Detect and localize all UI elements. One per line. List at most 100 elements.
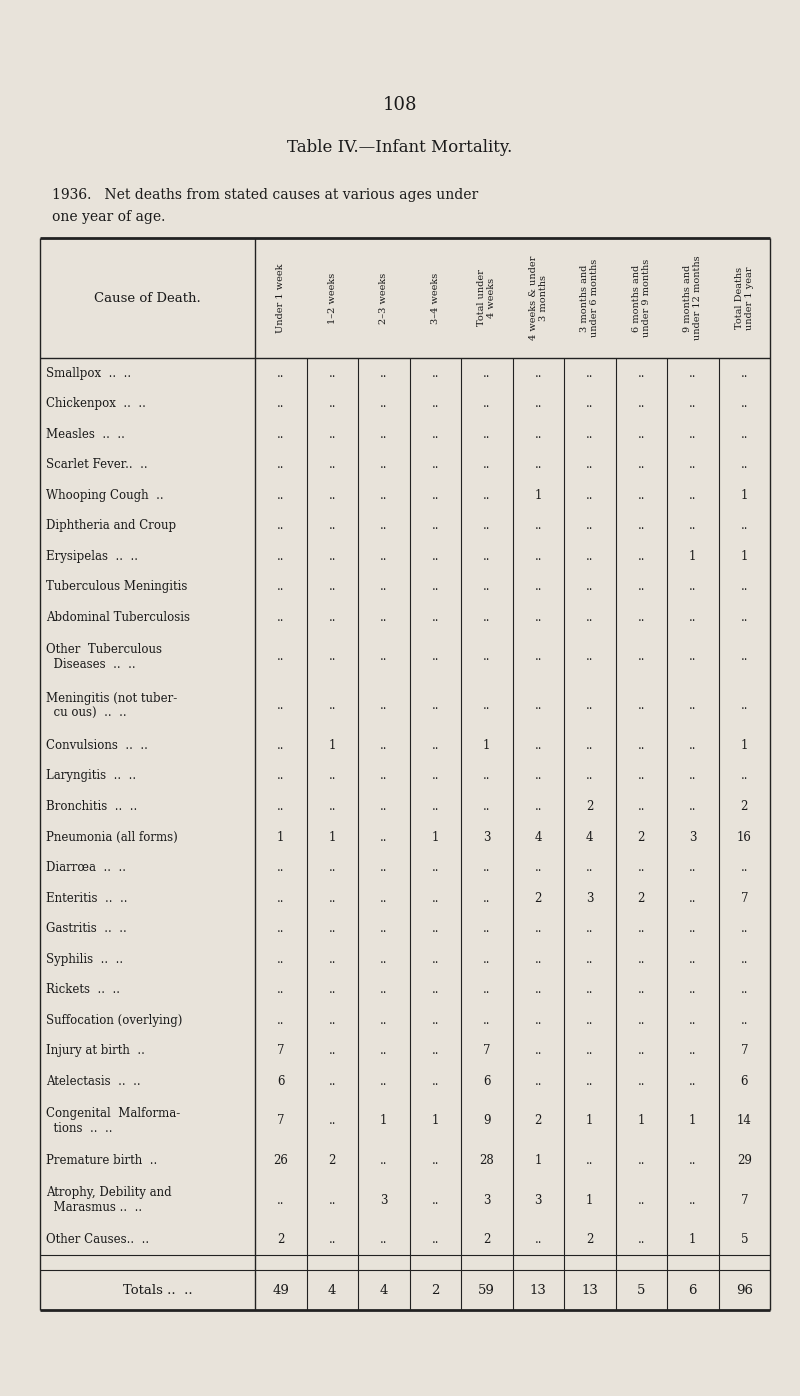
Text: ..: .. xyxy=(741,519,748,532)
Text: 59: 59 xyxy=(478,1283,495,1297)
Text: 2: 2 xyxy=(638,892,645,905)
Text: ..: .. xyxy=(483,861,490,874)
Text: 1: 1 xyxy=(586,1194,594,1206)
Text: 7: 7 xyxy=(741,1194,748,1206)
Text: 2: 2 xyxy=(638,831,645,843)
Text: ..: .. xyxy=(483,892,490,905)
Text: ..: .. xyxy=(638,427,645,441)
Text: 5: 5 xyxy=(637,1283,646,1297)
Text: ..: .. xyxy=(483,651,490,663)
Text: ..: .. xyxy=(638,398,645,410)
Text: ..: .. xyxy=(483,699,490,712)
Text: ..: .. xyxy=(534,427,542,441)
Text: ..: .. xyxy=(277,952,285,966)
Text: ..: .. xyxy=(431,769,439,783)
Text: Pneumonia (all forms): Pneumonia (all forms) xyxy=(46,831,178,843)
Text: ..: .. xyxy=(380,892,387,905)
Text: 2: 2 xyxy=(483,1233,490,1247)
Text: ..: .. xyxy=(534,921,542,935)
Text: ..: .. xyxy=(741,699,748,712)
Text: ..: .. xyxy=(380,1233,387,1247)
Text: Diseases  ..  ..: Diseases .. .. xyxy=(46,658,136,671)
Text: 1: 1 xyxy=(534,1154,542,1167)
Text: ..: .. xyxy=(431,398,439,410)
Text: 9: 9 xyxy=(483,1114,490,1127)
Text: ..: .. xyxy=(586,1013,594,1026)
Text: ..: .. xyxy=(638,611,645,624)
Text: ..: .. xyxy=(534,699,542,712)
Text: ..: .. xyxy=(277,892,285,905)
Text: ..: .. xyxy=(380,1075,387,1087)
Text: ..: .. xyxy=(741,769,748,783)
Text: ..: .. xyxy=(741,458,748,472)
Text: ..: .. xyxy=(329,699,336,712)
Text: ..: .. xyxy=(380,458,387,472)
Text: Premature birth  ..: Premature birth .. xyxy=(46,1154,158,1167)
Text: ..: .. xyxy=(638,1044,645,1057)
Text: ..: .. xyxy=(329,550,336,563)
Text: 1: 1 xyxy=(277,831,285,843)
Text: ..: .. xyxy=(483,1013,490,1026)
Text: ..: .. xyxy=(741,983,748,997)
Text: ..: .. xyxy=(431,458,439,472)
Text: 3–4 weeks: 3–4 weeks xyxy=(430,272,440,324)
Text: ..: .. xyxy=(689,699,697,712)
Text: ..: .. xyxy=(638,651,645,663)
Text: ..: .. xyxy=(329,1233,336,1247)
Text: ..: .. xyxy=(380,861,387,874)
Text: 13: 13 xyxy=(530,1283,546,1297)
Text: ..: .. xyxy=(380,489,387,501)
Text: ..: .. xyxy=(431,427,439,441)
Text: ..: .. xyxy=(741,398,748,410)
Text: ..: .. xyxy=(638,921,645,935)
Text: ..: .. xyxy=(638,861,645,874)
Text: Table IV.—Infant Mortality.: Table IV.—Infant Mortality. xyxy=(287,140,513,156)
Text: ..: .. xyxy=(534,769,542,783)
Text: 2: 2 xyxy=(329,1154,336,1167)
Text: ..: .. xyxy=(638,1194,645,1206)
Text: ..: .. xyxy=(638,769,645,783)
Text: ..: .. xyxy=(741,861,748,874)
Text: ..: .. xyxy=(431,699,439,712)
Text: ..: .. xyxy=(586,489,594,501)
Text: Scarlet Fever..  ..: Scarlet Fever.. .. xyxy=(46,458,148,472)
Text: Other  Tuberculous: Other Tuberculous xyxy=(46,644,162,656)
Text: ..: .. xyxy=(329,427,336,441)
Text: ..: .. xyxy=(380,611,387,624)
Text: ..: .. xyxy=(534,651,542,663)
Text: ..: .. xyxy=(277,921,285,935)
Text: ..: .. xyxy=(380,769,387,783)
Text: ..: .. xyxy=(586,458,594,472)
Text: ..: .. xyxy=(483,458,490,472)
Text: ..: .. xyxy=(380,550,387,563)
Text: ..: .. xyxy=(638,1233,645,1247)
Text: ..: .. xyxy=(534,983,542,997)
Text: ..: .. xyxy=(534,581,542,593)
Text: Measles  ..  ..: Measles .. .. xyxy=(46,427,125,441)
Text: ..: .. xyxy=(483,983,490,997)
Text: Abdominal Tuberculosis: Abdominal Tuberculosis xyxy=(46,611,190,624)
Text: 6 months and
under 9 months: 6 months and under 9 months xyxy=(631,258,651,336)
Text: ..: .. xyxy=(638,800,645,812)
Text: ..: .. xyxy=(689,892,697,905)
Text: ..: .. xyxy=(586,581,594,593)
Text: ..: .. xyxy=(277,489,285,501)
Text: ..: .. xyxy=(277,651,285,663)
Text: ..: .. xyxy=(483,611,490,624)
Text: ..: .. xyxy=(741,952,748,966)
Text: 26: 26 xyxy=(274,1154,288,1167)
Text: ..: .. xyxy=(586,952,594,966)
Text: ..: .. xyxy=(689,458,697,472)
Text: ..: .. xyxy=(586,611,594,624)
Text: ..: .. xyxy=(534,458,542,472)
Text: ..: .. xyxy=(534,398,542,410)
Text: ..: .. xyxy=(431,1233,439,1247)
Text: ..: .. xyxy=(689,489,697,501)
Text: 96: 96 xyxy=(736,1283,753,1297)
Text: 3 months and
under 6 months: 3 months and under 6 months xyxy=(580,258,599,336)
Text: ..: .. xyxy=(431,1013,439,1026)
Text: ..: .. xyxy=(380,983,387,997)
Text: 1: 1 xyxy=(431,1114,439,1127)
Text: ..: .. xyxy=(431,983,439,997)
Text: 49: 49 xyxy=(272,1283,289,1297)
